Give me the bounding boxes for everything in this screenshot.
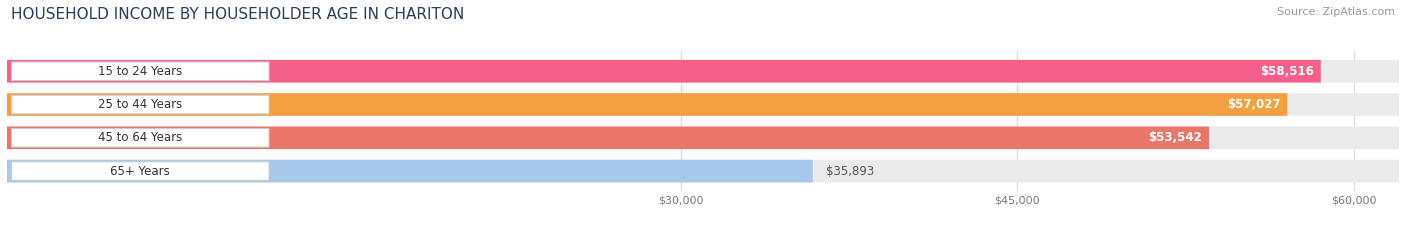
FancyBboxPatch shape xyxy=(7,127,1209,149)
FancyBboxPatch shape xyxy=(7,60,1399,82)
FancyBboxPatch shape xyxy=(11,62,269,81)
Text: 25 to 44 Years: 25 to 44 Years xyxy=(98,98,183,111)
Text: 45 to 64 Years: 45 to 64 Years xyxy=(98,131,183,144)
FancyBboxPatch shape xyxy=(7,127,1399,149)
Text: 15 to 24 Years: 15 to 24 Years xyxy=(98,65,183,78)
FancyBboxPatch shape xyxy=(7,160,813,182)
FancyBboxPatch shape xyxy=(7,160,1399,182)
Text: HOUSEHOLD INCOME BY HOUSEHOLDER AGE IN CHARITON: HOUSEHOLD INCOME BY HOUSEHOLDER AGE IN C… xyxy=(11,7,464,22)
Text: Source: ZipAtlas.com: Source: ZipAtlas.com xyxy=(1277,7,1395,17)
Text: $58,516: $58,516 xyxy=(1260,65,1315,78)
Text: 65+ Years: 65+ Years xyxy=(111,164,170,178)
FancyBboxPatch shape xyxy=(11,162,269,180)
Text: $57,027: $57,027 xyxy=(1227,98,1281,111)
FancyBboxPatch shape xyxy=(7,60,1320,82)
Text: $53,542: $53,542 xyxy=(1149,131,1202,144)
FancyBboxPatch shape xyxy=(11,129,269,147)
FancyBboxPatch shape xyxy=(11,95,269,114)
FancyBboxPatch shape xyxy=(7,93,1399,116)
FancyBboxPatch shape xyxy=(7,93,1288,116)
Text: $35,893: $35,893 xyxy=(827,164,875,178)
